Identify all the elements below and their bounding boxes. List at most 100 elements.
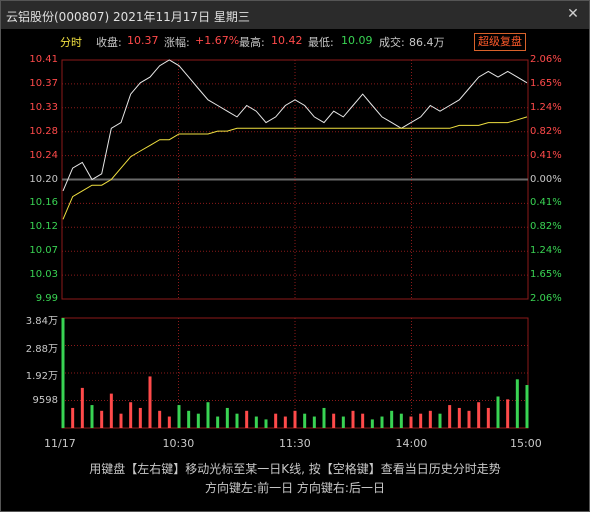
window-title: 云铝股份(000807) 2021年11月17日 星期三 — [6, 10, 250, 24]
percent-tick-label: 0.41% — [530, 149, 562, 161]
volume-tick-label: 3.84万 — [25, 316, 58, 327]
price-tick-label: 10.33 — [29, 101, 58, 113]
volume-tick-label: 9598 — [32, 394, 58, 406]
price-tick-label: 9.99 — [35, 293, 58, 304]
volume-bar — [167, 416, 171, 428]
time-tick-label: 10:30 — [162, 437, 195, 450]
percent-tick-label: 0.00% — [530, 173, 562, 185]
price-line — [62, 59, 528, 192]
low-value: 10.09 — [341, 34, 373, 47]
time-tick-label: 15:00 — [510, 437, 542, 450]
volume-bar — [129, 402, 133, 428]
volume-bar — [515, 379, 519, 428]
price-tick-label: 10.41 — [29, 54, 58, 65]
percent-tick-label: 1.24% — [530, 245, 562, 257]
volume-tick-label: 1.92万 — [25, 371, 58, 382]
volume-bar — [303, 413, 307, 428]
volume-bar — [496, 396, 500, 428]
volume-bar — [399, 413, 403, 428]
price-tick-label: 10.07 — [29, 245, 58, 257]
change-value: +1.67% — [195, 34, 240, 47]
volume-bar — [312, 416, 316, 428]
high-value: 10.42 — [271, 34, 303, 47]
high-label: 最高: — [239, 36, 265, 49]
price-tick-label: 10.37 — [29, 77, 58, 89]
info-bar: 分时 收盘: 10.37 涨幅: +1.67% 最高: 10.42 最低: 10… — [1, 30, 589, 52]
volume-bar — [245, 410, 249, 428]
volume-bar — [419, 413, 423, 428]
volume-bar — [341, 416, 345, 428]
volume-bar — [196, 413, 200, 428]
volume-bar — [235, 413, 239, 428]
volume-bar — [274, 413, 278, 428]
average-price-line — [62, 116, 528, 220]
volume-bar — [148, 376, 152, 428]
volume-bar — [119, 413, 123, 428]
volume-bar — [438, 413, 442, 428]
volume-bar — [177, 405, 181, 428]
time-tick-label: 14:00 — [395, 437, 428, 450]
volume-bar — [109, 393, 113, 428]
footer-hint-line1: 用键盘【左右键】移动光标至某一日K线, 按【空格键】查看当日历史分时走势 — [89, 462, 501, 476]
time-tick-label: 11/17 — [44, 437, 76, 450]
volume-bar — [525, 385, 529, 428]
volume-bar — [158, 410, 162, 428]
volume-bar — [61, 318, 65, 428]
percent-tick-label: 2.06% — [530, 293, 562, 304]
close-label: 收盘: — [96, 36, 122, 49]
low-label: 最低: — [308, 36, 334, 49]
footer-hint-line2: 方向键左:前一日 方向键右:后一日 — [205, 481, 385, 495]
volume-bar — [351, 410, 355, 428]
volume-bar — [361, 413, 365, 428]
volume-bar — [187, 410, 191, 428]
price-tick-label: 10.28 — [29, 125, 58, 137]
title-bar: 云铝股份(000807) 2021年11月17日 星期三 ✕ — [1, 1, 589, 29]
volume-bar — [138, 407, 142, 428]
volume-bar — [477, 402, 481, 428]
volume-bar — [457, 407, 461, 428]
close-value: 10.37 — [127, 34, 159, 47]
volume-tick-label: 2.88万 — [25, 343, 58, 355]
time-tick-label: 11:30 — [279, 437, 311, 450]
price-tick-label: 10.20 — [29, 173, 58, 185]
volume-bar — [467, 410, 471, 428]
volume-bar — [293, 410, 297, 428]
volume-bar — [225, 407, 229, 428]
volume-bar — [409, 416, 413, 428]
price-tick-label: 10.24 — [29, 149, 58, 161]
change-label: 涨幅: — [164, 36, 190, 49]
volume-bar — [486, 407, 490, 428]
percent-tick-label: 0.41% — [530, 197, 562, 209]
volume-bar — [380, 416, 384, 428]
volume-bar — [264, 419, 268, 428]
percent-tick-label: 0.82% — [530, 221, 562, 233]
percent-tick-label: 2.06% — [530, 54, 562, 65]
price-tick-label: 10.03 — [29, 269, 58, 281]
volume-bar — [448, 405, 452, 428]
volume-bar — [506, 399, 510, 428]
close-icon[interactable]: ✕ — [567, 6, 579, 22]
price-tick-label: 10.12 — [29, 221, 58, 233]
volume-bar — [216, 416, 220, 428]
volume-bar — [206, 402, 210, 428]
volume-bar — [80, 387, 84, 428]
tab-intraday[interactable]: 分时 — [60, 36, 82, 49]
volume-value: 86.4万 — [409, 36, 445, 49]
volume-bar — [390, 410, 394, 428]
volume-bar — [254, 416, 258, 428]
percent-tick-label: 1.65% — [530, 77, 562, 89]
super-replay-button[interactable]: 超级复盘 — [474, 33, 526, 51]
volume-bar — [322, 407, 326, 428]
volume-bar — [283, 416, 287, 428]
percent-tick-label: 0.82% — [530, 125, 562, 137]
percent-tick-label: 1.24% — [530, 101, 562, 113]
percent-tick-label: 1.65% — [530, 269, 562, 281]
volume-bar — [370, 419, 374, 428]
volume-bar — [100, 410, 104, 428]
price-tick-label: 10.16 — [29, 197, 58, 209]
volume-bar — [71, 407, 75, 428]
volume-bar — [332, 413, 336, 428]
volume-label: 成交: — [379, 36, 405, 49]
volume-bar — [90, 405, 94, 428]
